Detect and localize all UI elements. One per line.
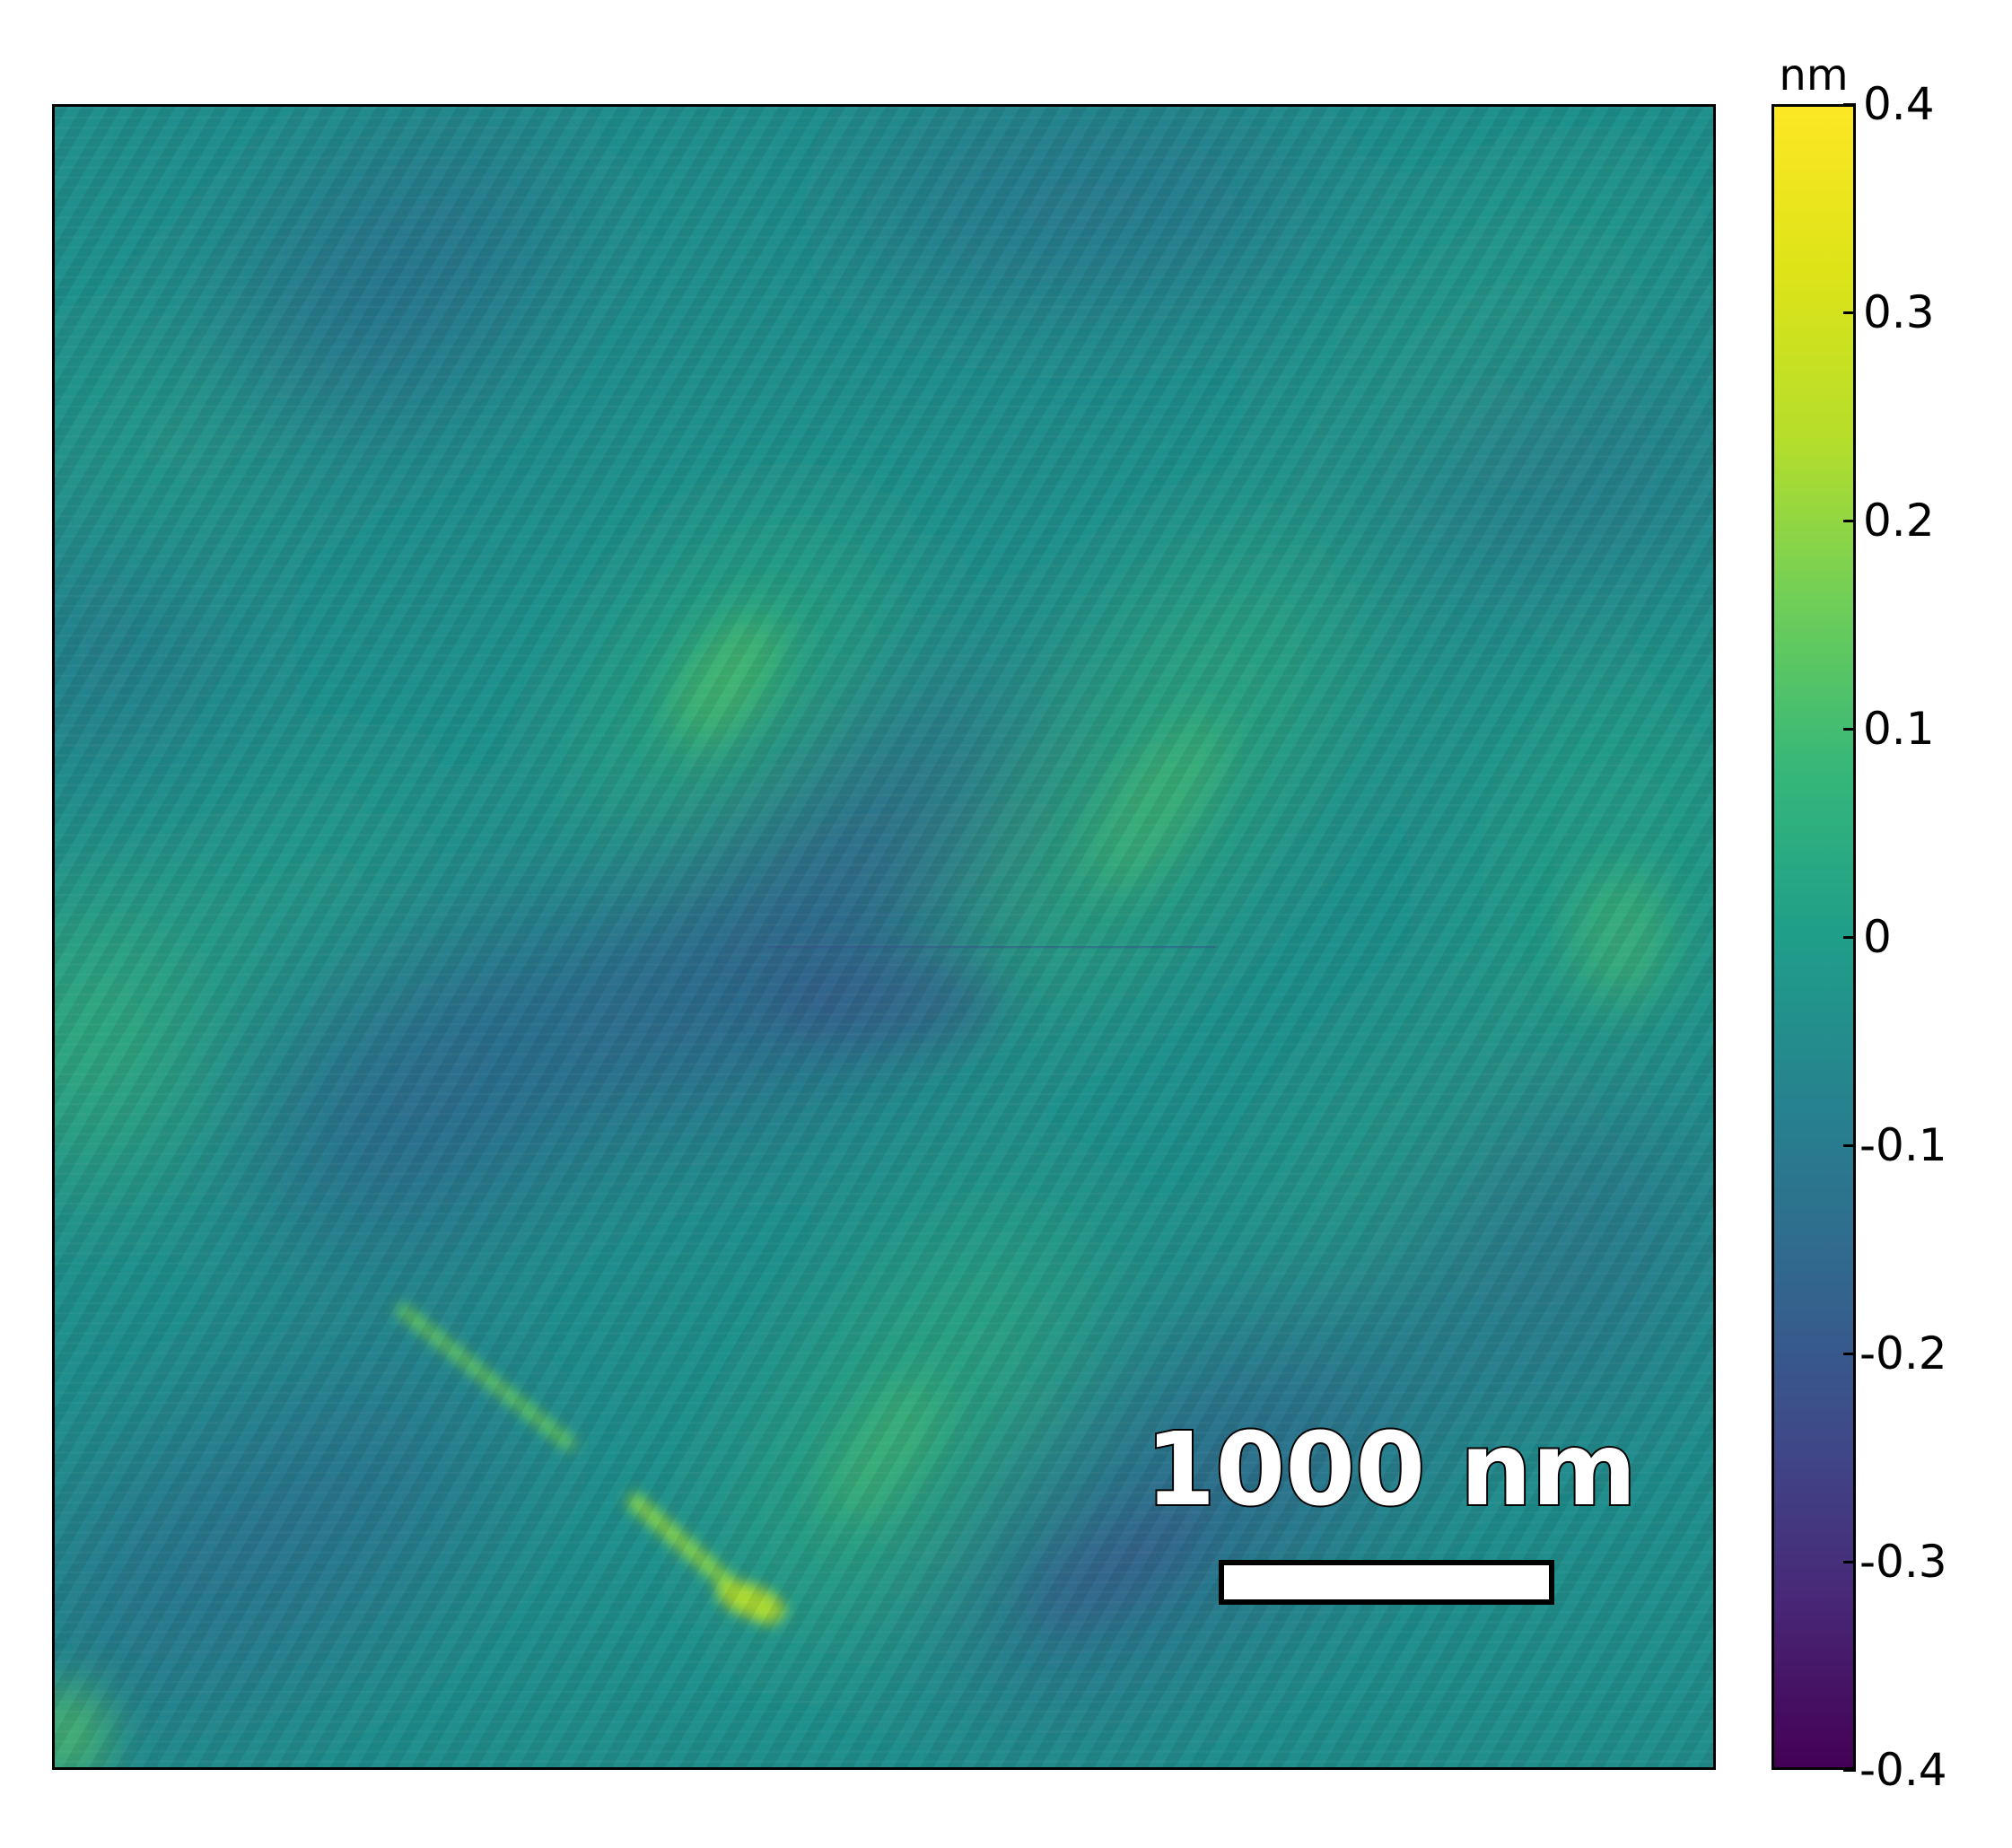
colorbar-tick-label: 0.1 — [1863, 703, 1935, 755]
colorbar-tick-label: 0.2 — [1863, 495, 1935, 547]
colorbar-tick-mark — [1843, 519, 1856, 522]
colorbar-tick-mark — [1843, 1768, 1856, 1772]
colorbar-tick-mark — [1843, 727, 1856, 731]
colorbar-tick-label: -0.4 — [1859, 1744, 1947, 1796]
colorbar-tick-mark — [1843, 935, 1856, 939]
colorbar-unit-label: nm — [1779, 50, 1849, 101]
colorbar-tick-label: 0 — [1863, 911, 1892, 963]
height-map — [52, 104, 1716, 1770]
colorbar-tick-mark — [1843, 1560, 1856, 1563]
colorbar-tick-mark — [1843, 1143, 1856, 1147]
colorbar-tick-mark — [1843, 311, 1856, 314]
scale-bar — [1219, 1560, 1554, 1605]
colorbar-tick-mark — [1843, 1352, 1856, 1355]
colorbar-tick-label: -0.3 — [1859, 1536, 1947, 1588]
colorbar-tick-mark — [1843, 102, 1856, 106]
colorbar-tick-label: 0.4 — [1863, 78, 1935, 130]
colorbar-tick-label: -0.1 — [1859, 1119, 1947, 1171]
height-map-image — [55, 107, 1713, 1767]
scale-bar-label: 1000 nm — [1143, 1412, 1638, 1528]
colorbar-tick-label: 0.3 — [1863, 286, 1935, 338]
colorbar-tick-label: -0.2 — [1859, 1327, 1947, 1379]
